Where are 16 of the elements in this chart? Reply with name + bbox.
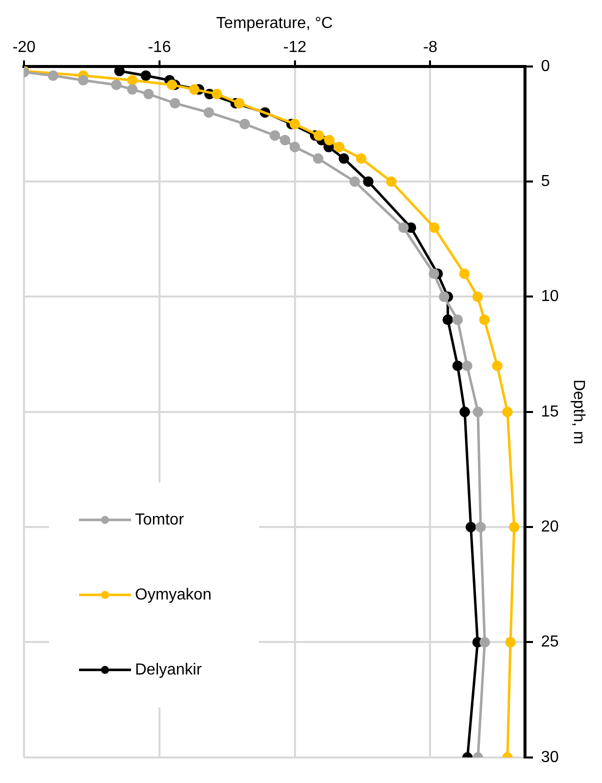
y-tick-label: 30 — [541, 748, 559, 766]
y-tick-label: 0 — [541, 58, 550, 75]
y-tick-label: 10 — [541, 288, 559, 306]
x-tick-label: -8 — [423, 39, 438, 56]
x-tick-label: -12 — [283, 39, 306, 56]
y-tick-label: 5 — [541, 172, 550, 190]
x-axis-title: Temperature, °C — [216, 15, 333, 32]
y-tick-label: 25 — [541, 634, 559, 651]
x-tick-label: -16 — [148, 39, 172, 56]
y-tick-label: 15 — [541, 403, 559, 420]
legend-label: Oymyakon — [135, 586, 212, 604]
legend-label: Tomtor — [135, 511, 185, 528]
legend-label: Delyankir — [135, 661, 202, 678]
y-axis-title: Depth, m — [570, 379, 587, 444]
y-tick-label: 20 — [541, 518, 559, 536]
x-tick-label: -20 — [12, 39, 36, 56]
